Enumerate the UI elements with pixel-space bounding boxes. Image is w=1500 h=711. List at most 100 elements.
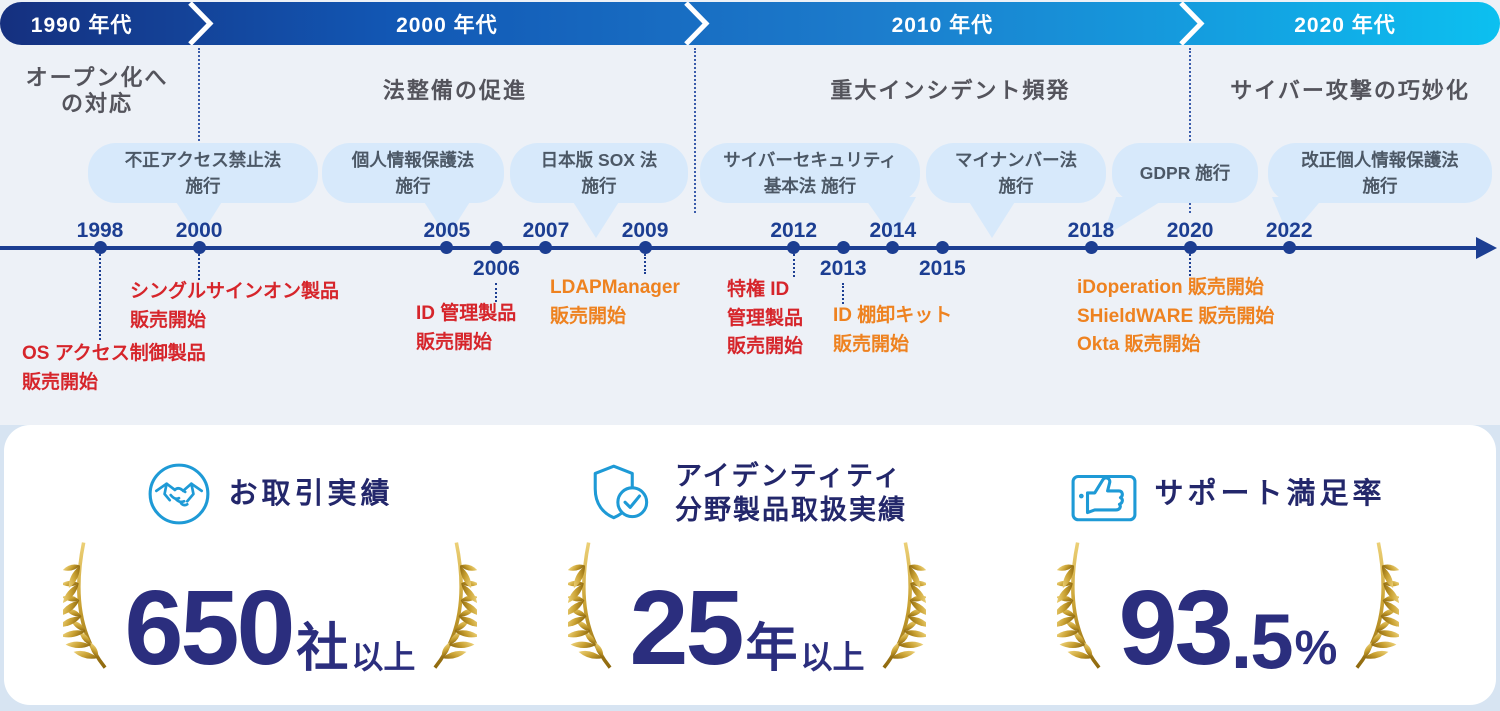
product-launch-line: OS アクセス制御製品 — [22, 343, 206, 364]
bubble-tail — [1100, 197, 1170, 240]
law-bubble-line: 改正個人情報保護法 — [1301, 149, 1459, 170]
product-launch-line: 特権 ID — [727, 279, 790, 300]
year-label: 2007 — [522, 219, 570, 242]
decade-divider-dotted-line — [693, 48, 696, 213]
stat-value-part: .5 — [1230, 596, 1294, 685]
stat-label: サポート満足率 — [1154, 476, 1385, 512]
era-label: サイバー攻撃の巧妙化 — [1120, 62, 1500, 120]
decade-divider-dotted-line — [198, 48, 201, 213]
decade-label-text: 2020 年代 — [1294, 13, 1396, 37]
timeline-dot — [440, 241, 454, 254]
product-launch-label: 特権 ID 管理製品 販売開始 — [727, 276, 803, 362]
law-bubble-line: 日本版 SOX 法 — [540, 149, 658, 170]
stat-number-row: 93.5% — [1052, 539, 1404, 688]
stat-label: アイデンティティ 分野製品取扱実績 — [675, 460, 907, 528]
year-label: 2005 — [423, 219, 471, 242]
law-bubble-line: 施行 — [185, 176, 221, 196]
stat-value-part: 以上 — [351, 639, 416, 675]
year-label: 2009 — [621, 219, 669, 242]
decade-label-text: 2010 年代 — [891, 13, 994, 37]
stat-value-part: % — [1294, 622, 1338, 675]
product-launch-label: LDAPManager 販売開始 — [550, 274, 680, 331]
product-launch-line: シングルサインオン製品 — [130, 281, 340, 302]
product-launch-line: LDAPManager — [550, 277, 680, 298]
stat-value-part: 以上 — [800, 639, 865, 675]
product-launch-line: ID 管理製品 — [416, 303, 517, 324]
laurel-right-icon — [1347, 539, 1404, 678]
law-bubble-line: 施行 — [395, 176, 431, 196]
handshake-icon — [146, 461, 212, 527]
stat-value-part: 650 — [124, 569, 296, 688]
stat-label: お取引実績 — [228, 476, 393, 512]
year-label: 2018 — [1067, 219, 1115, 242]
timeline-dot — [93, 241, 107, 254]
stat-value-part: 年 — [745, 620, 798, 678]
decade-label: 2020 年代 — [1190, 2, 1500, 45]
stat-value-part: 25 — [629, 569, 745, 688]
law-bubble-line: 不正アクセス禁止法 — [124, 149, 282, 170]
year-label: 2015 — [918, 257, 966, 280]
timeline-dot — [1084, 241, 1098, 254]
year-label: 2020 — [1166, 219, 1214, 242]
era-label: オープン化へ の対応 — [0, 62, 327, 120]
law-bubble-line: 施行 — [998, 176, 1034, 196]
dotted-connector — [198, 254, 201, 280]
era-label-line: 法整備の促進 — [382, 77, 527, 103]
year-label: 2014 — [869, 219, 917, 242]
stat-label-line: サポート満足率 — [1154, 477, 1386, 510]
dotted-connector — [842, 283, 845, 304]
law-bubble-line: 基本法 施行 — [763, 176, 857, 196]
law-bubble: 改正個人情報保護法 施行 — [1268, 143, 1492, 203]
timeline-dot — [489, 241, 503, 254]
product-launch-line: iDoperation 販売開始 — [1077, 277, 1264, 298]
timeline-dot — [935, 241, 949, 254]
stat-label-line: アイデンティティ — [675, 461, 903, 492]
stat-number-row: 25 年以上 — [563, 539, 931, 688]
timeline-dot — [1183, 241, 1197, 254]
product-launch-label: ID 管理製品 販売開始 — [416, 300, 516, 357]
stat-value: 650 社以上 — [121, 569, 420, 688]
product-launch-line: 販売開始 — [550, 305, 627, 327]
bubble-tail — [1270, 197, 1326, 240]
era-label: 重大インシデント頻発 — [720, 62, 1180, 120]
dotted-connector — [792, 254, 795, 277]
year-label: 2012 — [770, 219, 818, 242]
era-label-line: の対応 — [60, 91, 133, 116]
stat-header: サポート満足率 — [1070, 455, 1385, 533]
product-launch-label: ID 棚卸キット 販売開始 — [833, 302, 952, 359]
law-bubble: GDPR 施行 — [1112, 143, 1258, 203]
law-bubble: 個人情報保護法 施行 — [322, 143, 504, 203]
laurel-left-icon — [1052, 539, 1109, 678]
stat-value: 93.5% — [1115, 569, 1342, 688]
decade-label: 2000 年代 — [199, 2, 695, 45]
product-launch-label: OS アクセス制御製品 販売開始 — [22, 340, 206, 397]
product-launch-line: 販売開始 — [416, 331, 493, 353]
stat-header: お取引実績 — [146, 455, 393, 533]
decade-label-text: 1990 年代 — [30, 13, 133, 37]
dotted-connector — [644, 254, 647, 274]
law-bubble: マイナンバー法 施行 — [926, 143, 1106, 203]
laurel-right-icon — [874, 539, 931, 678]
laurel-left-icon — [58, 539, 115, 678]
stat-value: 25 年以上 — [626, 569, 869, 688]
decade-label-text: 2000 年代 — [396, 13, 498, 37]
stat-card-item: お取引実績 650 社以上 — [40, 455, 500, 685]
product-launch-line: 管理製品 — [727, 307, 804, 329]
stat-header: アイデンティティ 分野製品取扱実績 — [587, 455, 907, 533]
stat-label-line: お取引実績 — [228, 477, 394, 510]
product-launch-label: iDoperation 販売開始 SHieldWARE 販売開始 Okta 販売開始 — [1077, 274, 1274, 360]
decade-label: 1990 年代 — [0, 2, 181, 45]
year-label: 2006 — [473, 257, 520, 280]
stat-value-part: 社 — [296, 620, 349, 678]
stat-value-part: 93 — [1118, 569, 1234, 688]
timeline-dot — [836, 241, 850, 254]
shield-check-icon — [587, 461, 659, 527]
product-launch-label: シングルサインオン製品 販売開始 — [130, 278, 339, 335]
product-launch-line: ID 棚卸キット — [833, 305, 953, 326]
law-bubble-line: サイバーセキュリティ — [723, 149, 897, 170]
year-label: 2022 — [1265, 219, 1313, 242]
decade-label: 2010 年代 — [695, 2, 1191, 45]
bubble-tail — [171, 197, 227, 240]
bubble-tail — [964, 197, 1020, 240]
decade-chevron-separator — [185, 1, 215, 50]
